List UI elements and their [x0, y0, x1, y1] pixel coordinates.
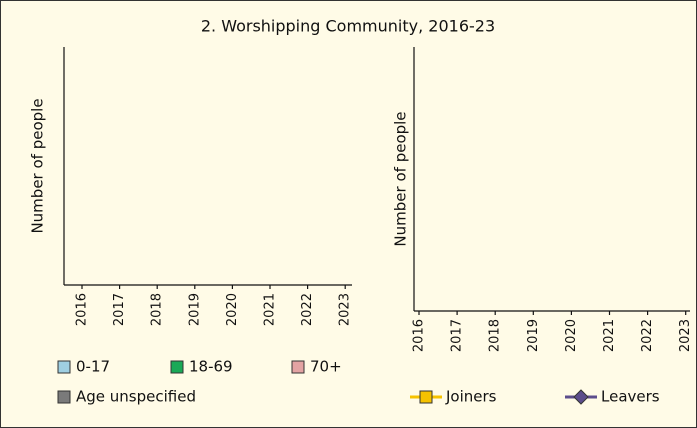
x-tick-label: 2019	[187, 293, 202, 326]
x-tick-label: 2019	[526, 319, 541, 352]
chart-title: 2. Worshipping Community, 2016-23	[201, 17, 495, 36]
x-tick-label: 2022	[300, 293, 315, 326]
legend-label: Joiners	[445, 388, 497, 406]
legend-swatch	[291, 360, 305, 374]
x-tick-label: 2016	[412, 319, 427, 352]
legend-swatch	[170, 360, 184, 374]
x-tick-label: 2020	[564, 319, 579, 352]
x-tick-label: 2020	[225, 293, 240, 326]
x-tick-label: 2023	[338, 293, 353, 326]
legend-label: 0-17	[76, 358, 110, 376]
legend-label: Leavers	[601, 388, 660, 406]
legend-label: Age unspecified	[76, 388, 196, 406]
x-tick-label: 2021	[602, 319, 617, 352]
legend-marker	[419, 390, 433, 404]
legend-marker	[573, 389, 589, 405]
legend-label: 18-69	[189, 358, 233, 376]
legend-label: 70+	[310, 358, 342, 376]
x-tick-label: 2022	[640, 319, 655, 352]
x-tick-label: 2021	[263, 293, 278, 326]
legend-swatch	[57, 360, 71, 374]
y-axis-label: Number of people	[29, 98, 47, 233]
x-tick-label: 2018	[150, 293, 165, 326]
legend-swatch	[57, 390, 71, 404]
x-tick-label: 2017	[450, 319, 465, 352]
x-tick-label: 2017	[112, 293, 127, 326]
x-tick-label: 2018	[488, 319, 503, 352]
y-axis-label: Number of people	[392, 111, 410, 246]
x-tick-label: 2016	[75, 293, 90, 326]
x-tick-label: 2023	[678, 319, 693, 352]
